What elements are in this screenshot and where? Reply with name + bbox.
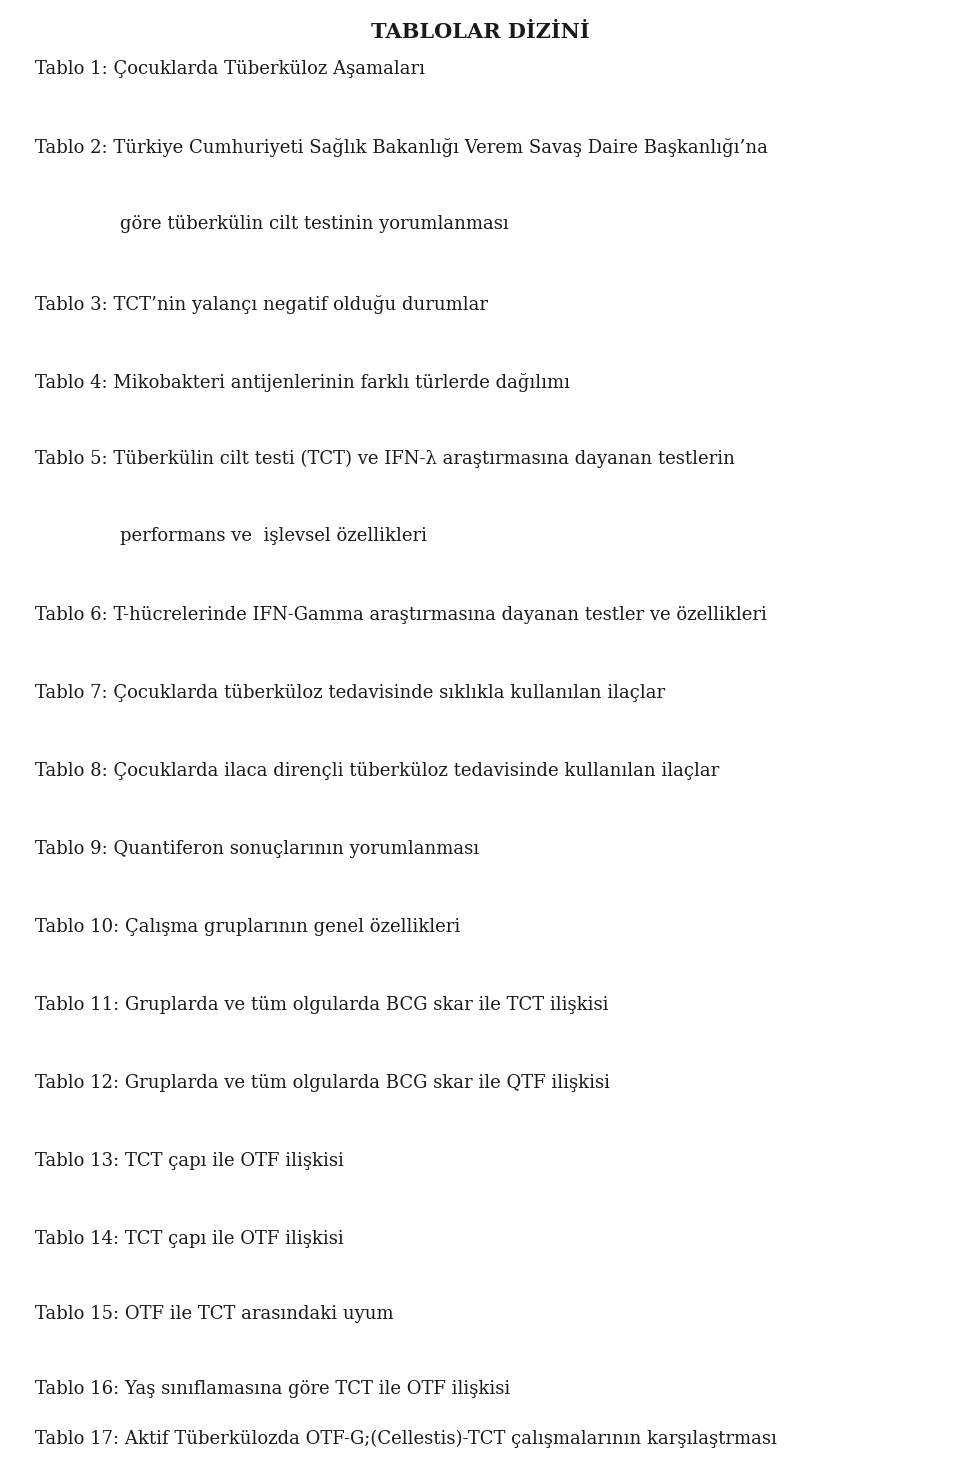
Text: Tablo 17: Aktif Tüberkülozda OTF-G;(Cellestis)-TCT çalışmalarının karşılaştrması: Tablo 17: Aktif Tüberkülozda OTF-G;(Cell… <box>35 1430 777 1448</box>
Text: Tablo 12: Gruplarda ve tüm olgularda BCG skar ile QTF ilişkisi: Tablo 12: Gruplarda ve tüm olgularda BCG… <box>35 1075 610 1092</box>
Text: Tablo 3: TCT’nin yalançı negatif olduğu durumlar: Tablo 3: TCT’nin yalançı negatif olduğu … <box>35 295 488 314</box>
Text: Tablo 16: Yaş sınıflamasına göre TCT ile OTF ilişkisi: Tablo 16: Yaş sınıflamasına göre TCT ile… <box>35 1380 511 1398</box>
Text: Tablo 9: Quantiferon sonuçlarının yorumlanması: Tablo 9: Quantiferon sonuçlarının yoruml… <box>35 840 479 858</box>
Text: Tablo 7: Çocuklarda tüberküloz tedavisinde sıklıkla kullanılan ilaçlar: Tablo 7: Çocuklarda tüberküloz tedavisin… <box>35 683 665 703</box>
Text: Tablo 5: Tüberkülin cilt testi (TCT) ve IFN-λ araştırmasına dayanan testlerin: Tablo 5: Tüberkülin cilt testi (TCT) ve … <box>35 450 734 468</box>
Text: Tablo 6: T-hücrelerinde IFN-Gamma araştırmasına dayanan testler ve özellikleri: Tablo 6: T-hücrelerinde IFN-Gamma araştı… <box>35 607 767 624</box>
Text: Tablo 13: TCT çapı ile OTF ilişkisi: Tablo 13: TCT çapı ile OTF ilişkisi <box>35 1151 344 1170</box>
Text: Tablo 8: Çocuklarda ilaca dirençli tüberküloz tedavisinde kullanılan ilaçlar: Tablo 8: Çocuklarda ilaca dirençli tüber… <box>35 762 719 779</box>
Text: Tablo 14: TCT çapı ile OTF ilişkisi: Tablo 14: TCT çapı ile OTF ilişkisi <box>35 1230 344 1249</box>
Text: Tablo 1: Çocuklarda Tüberküloz Aşamaları: Tablo 1: Çocuklarda Tüberküloz Aşamaları <box>35 61 425 78</box>
Text: göre tüberkülin cilt testinin yorumlanması: göre tüberkülin cilt testinin yorumlanma… <box>120 215 509 233</box>
Text: TABLOLAR DİZİNİ: TABLOLAR DİZİNİ <box>371 22 589 41</box>
Text: Tablo 10: Çalışma gruplarının genel özellikleri: Tablo 10: Çalışma gruplarının genel özel… <box>35 918 460 936</box>
Text: Tablo 4: Mikobakteri antijenlerinin farklı türlerde dağılımı: Tablo 4: Mikobakteri antijenlerinin fark… <box>35 373 570 393</box>
Text: Tablo 11: Gruplarda ve tüm olgularda BCG skar ile TCT ilişkisi: Tablo 11: Gruplarda ve tüm olgularda BCG… <box>35 996 609 1014</box>
Text: performans ve  işlevsel özellikleri: performans ve işlevsel özellikleri <box>120 527 427 545</box>
Text: Tablo 15: OTF ile TCT arasındaki uyum: Tablo 15: OTF ile TCT arasındaki uyum <box>35 1305 394 1322</box>
Text: Tablo 2: Türkiye Cumhuriyeti Sağlık Bakanlığı Verem Savaş Daire Başkanlığı’na: Tablo 2: Türkiye Cumhuriyeti Sağlık Baka… <box>35 137 768 156</box>
